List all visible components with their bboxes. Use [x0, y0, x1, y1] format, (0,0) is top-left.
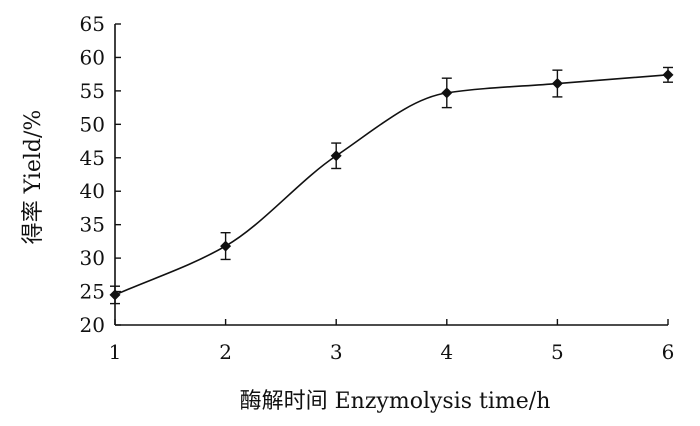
- y-tick-label: 60: [80, 45, 105, 69]
- y-tick-label: 55: [80, 79, 105, 103]
- data-point: [109, 289, 121, 301]
- y-tick-label: 20: [80, 313, 105, 337]
- x-tick-label: 2: [219, 340, 232, 364]
- x-tick-label: 5: [551, 340, 564, 364]
- y-tick-label: 25: [80, 280, 105, 304]
- y-tick-label: 30: [80, 246, 105, 270]
- data-point: [441, 87, 453, 99]
- data-point: [330, 150, 342, 162]
- data-point: [220, 240, 232, 252]
- y-tick-label: 40: [80, 179, 105, 203]
- y-tick-label: 50: [80, 112, 105, 136]
- y-axis-title: 得率 Yield/%: [21, 110, 46, 245]
- x-tick-label: 4: [440, 340, 453, 364]
- data-point: [662, 69, 674, 81]
- x-tick-label: 3: [330, 340, 343, 364]
- x-tick-label: 1: [109, 340, 122, 364]
- x-tick-label: 6: [662, 340, 675, 364]
- data-point: [551, 78, 563, 90]
- x-axis-title: 酶解时间 Enzymolysis time/h: [240, 389, 551, 414]
- y-tick-label: 45: [80, 146, 105, 170]
- series-line: [114, 74, 669, 296]
- y-tick-label: 65: [80, 12, 105, 36]
- y-tick-label: 35: [80, 213, 105, 237]
